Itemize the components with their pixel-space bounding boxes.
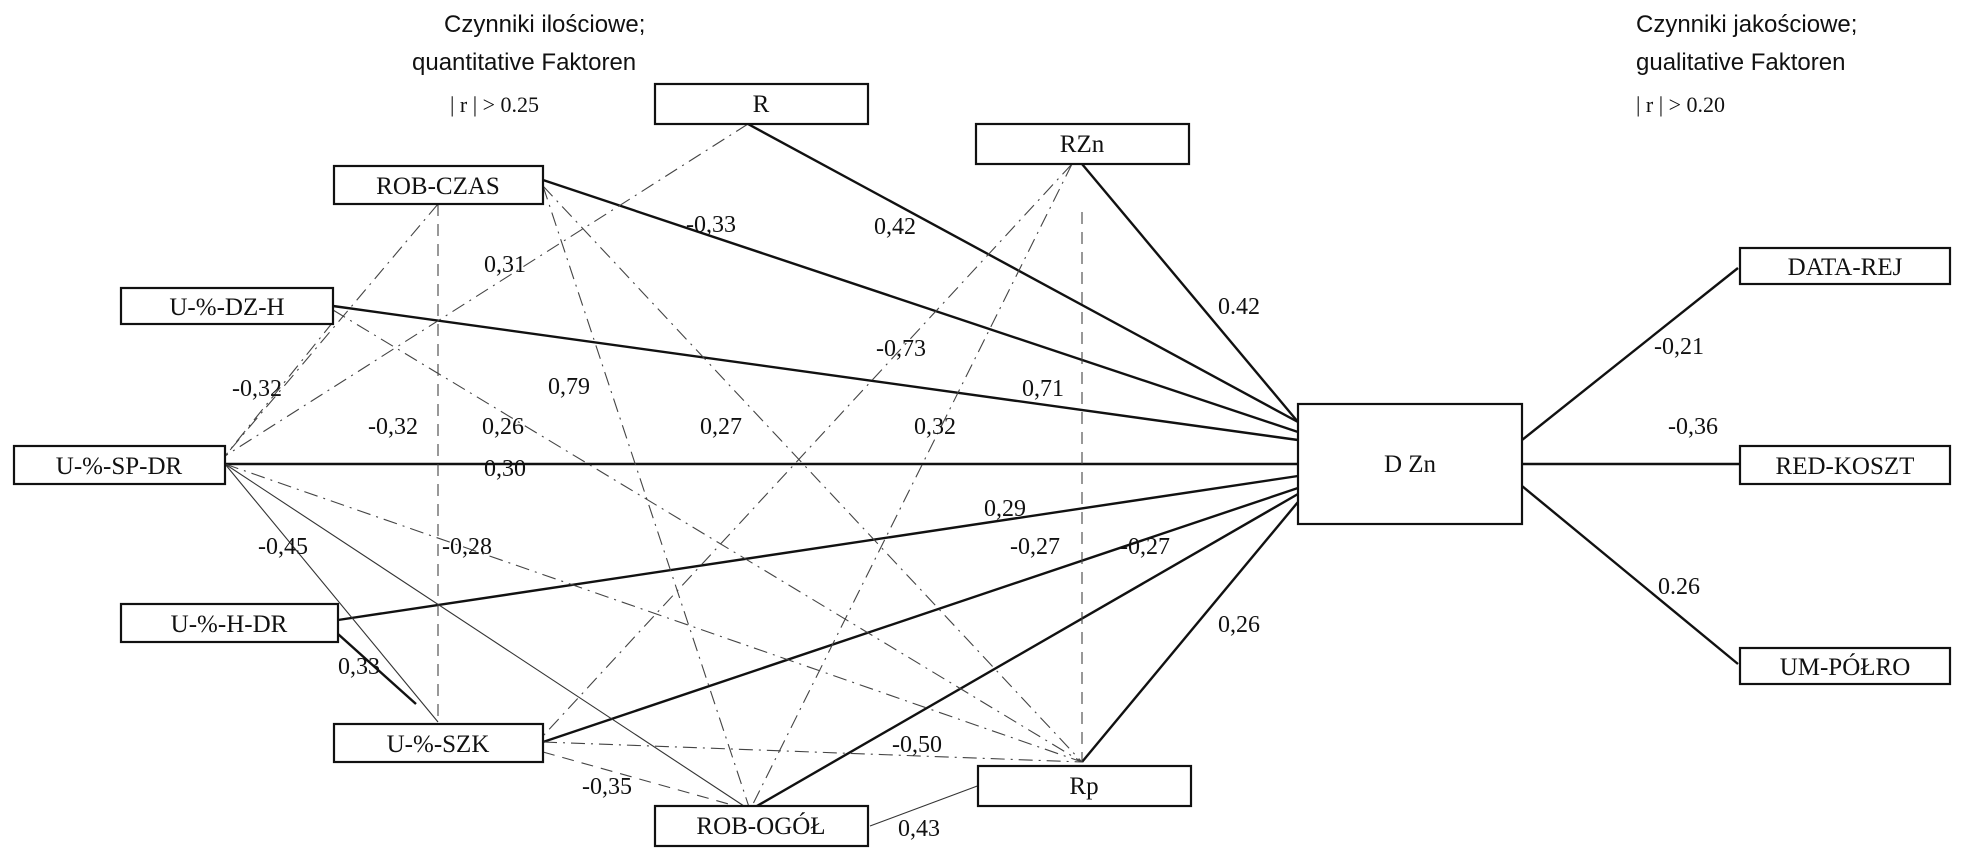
- edge-uspdr-rp: [224, 463, 1083, 763]
- node-u-dz-h: U-%-DZ-H: [119, 286, 335, 326]
- label-dzn-redkoszt: -0,36: [1668, 414, 1718, 440]
- edge-rzn-dzn: [1081, 163, 1299, 423]
- label-uspdr-uszk: -0,45: [258, 534, 308, 560]
- edge-uszk-dzn: [542, 486, 1299, 744]
- edges-between-factors: [224, 123, 1083, 827]
- edge-r-uspdr: [224, 123, 749, 457]
- label-uspdr-rp: -0,28: [442, 534, 492, 560]
- label-rzn-uszk: 0,32: [914, 414, 956, 440]
- edge-robczas-dzn: [542, 178, 1299, 434]
- label-rzn-dzn: 0.42: [1218, 294, 1260, 320]
- edge-robczas-rp: [542, 185, 1083, 763]
- label-uszk-rp: -0,50: [892, 732, 942, 758]
- node-rp-label: Rp: [1069, 773, 1098, 800]
- node-red-koszt: RED-KOSZT: [1738, 444, 1952, 486]
- node-d-zn: D Zn: [1296, 402, 1524, 526]
- node-u-h-dr-label: U-%-H-DR: [171, 611, 288, 638]
- header-left-line1: Czynniki ilościowe;: [444, 11, 645, 38]
- label-robogol-dzn: -0,27: [1120, 534, 1170, 560]
- edge-udzh-rp: [332, 309, 1083, 763]
- edge-uszk-rp: [542, 741, 1083, 763]
- node-data-rej-label: DATA-REJ: [1788, 254, 1903, 281]
- edge-uspdr-uszk: [224, 463, 439, 723]
- label-uhdr-dzn: 0,29: [984, 496, 1026, 522]
- node-rp: Rp: [976, 764, 1193, 808]
- label-r-uspdr: 0,31: [484, 252, 526, 278]
- node-rob-ogol-label: ROB-OGÓŁ: [696, 812, 825, 840]
- edge-uhdr-dzn: [337, 474, 1299, 622]
- edge-rp-dzn: [1081, 501, 1299, 763]
- header-left-line3: | r | > 0.25: [450, 92, 539, 117]
- label-uspdr-dzn: 0,30: [484, 456, 526, 482]
- label-robczas-rp: 0,27: [700, 414, 742, 440]
- label-robczas-dzn: -0,33: [686, 212, 736, 238]
- node-u-dz-h-label: U-%-DZ-H: [169, 294, 284, 321]
- node-r: R: [653, 82, 870, 126]
- node-u-szk: U-%-SZK: [332, 722, 545, 764]
- node-um-polro-label: UM-PÓŁRO: [1780, 653, 1911, 681]
- edge-udzh-uspdr: [224, 321, 334, 457]
- label-rzn-robogol: -0,73: [876, 336, 926, 362]
- header-right-line1: Czynniki jakościowe;: [1636, 11, 1857, 38]
- label-robogol-rp: 0,43: [898, 816, 940, 842]
- node-u-sp-dr: U-%-SP-DR: [12, 444, 227, 486]
- label-dzn-datarej: -0,21: [1654, 334, 1704, 360]
- header-left-line2: quantitative Faktoren: [412, 49, 636, 76]
- label-robczas-robogol: 0,79: [548, 374, 590, 400]
- header-right-line2: gualitative Faktoren: [1636, 49, 1845, 76]
- node-u-sp-dr-label: U-%-SP-DR: [56, 453, 183, 480]
- label-rp-dzn: 0,26: [1218, 612, 1260, 638]
- edges-to-dzn: [225, 122, 1740, 812]
- edge-uszk-robogol: [542, 751, 751, 811]
- edge-dzn-umpolro: [1521, 485, 1739, 665]
- edge-robogol-rp: [869, 784, 981, 827]
- label-r-dzn: 0,42: [874, 214, 916, 240]
- node-um-polro: UM-PÓŁRO: [1738, 646, 1952, 686]
- edge-rzn-uszk: [542, 163, 1073, 737]
- label-udzh-dzn: 0,71: [1022, 376, 1064, 402]
- header-right-line3: | r | > 0.20: [1636, 92, 1725, 117]
- node-data-rej: DATA-REJ: [1738, 246, 1952, 286]
- edge-uspdr-robogol: [224, 463, 751, 811]
- label-uszk-dzn: -0,27: [1010, 534, 1060, 560]
- edge-robczas-robogol: [542, 185, 751, 811]
- label-robczas-uszk: -0,32: [368, 414, 418, 440]
- node-rob-czas: ROB-CZAS: [332, 164, 545, 206]
- node-rob-ogol: ROB-OGÓŁ: [653, 804, 870, 848]
- node-u-h-dr: U-%-H-DR: [119, 602, 340, 644]
- edge-r-dzn: [747, 122, 1299, 424]
- label-udzh-rp: 0,26: [482, 414, 524, 440]
- node-rzn-label: RZn: [1060, 131, 1105, 158]
- node-rzn: RZn: [974, 122, 1191, 166]
- edge-udzh-dzn: [332, 304, 1299, 442]
- edge-robogol-dzn: [749, 492, 1299, 812]
- node-d-zn-label: D Zn: [1384, 451, 1437, 478]
- label-uszk-robogol: -0,35: [582, 774, 632, 800]
- edge-dzn-datarej: [1521, 267, 1739, 441]
- label-udzh-uspdr: -0,32: [232, 376, 282, 402]
- edge-uhdr-uszk: [337, 633, 417, 705]
- node-r-label: R: [753, 91, 770, 118]
- node-red-koszt-label: RED-KOSZT: [1776, 453, 1915, 480]
- edge-rzn-robogol: [749, 163, 1073, 811]
- label-uhdr-uszk: 0,33: [338, 654, 380, 680]
- node-u-szk-label: U-%-SZK: [387, 731, 490, 758]
- edge-labels: 0,42 0.42 -0,33 0,71 0,30 0,29 -0,27 -0,…: [232, 212, 1718, 842]
- node-rob-czas-label: ROB-CZAS: [376, 173, 500, 200]
- label-dzn-umpolro: 0.26: [1658, 574, 1700, 600]
